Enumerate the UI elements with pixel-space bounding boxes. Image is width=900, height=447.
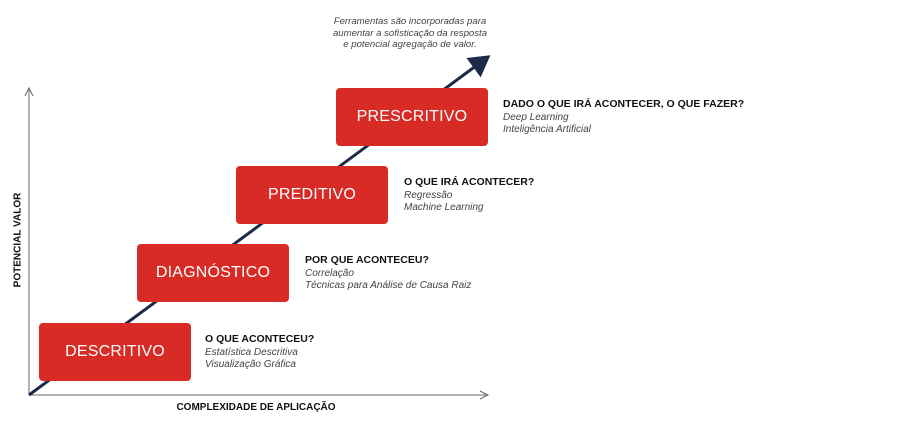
stage-question: O QUE IRÁ ACONTECER? bbox=[404, 176, 535, 188]
stage-question: O QUE ACONTECEU? bbox=[205, 333, 315, 345]
stage-desc-prescritivo: DADO O QUE IRÁ ACONTECER, O QUE FAZER? D… bbox=[503, 98, 744, 137]
stage-desc-diagnostico: POR QUE ACONTECEU? Correlação Técnicas p… bbox=[305, 254, 471, 293]
stage-tool: Deep Learning bbox=[503, 111, 569, 123]
stage-desc-preditivo: O QUE IRÁ ACONTECER? Regressão Machine L… bbox=[404, 176, 534, 215]
stage-box-prescritivo: PRESCRITIVO bbox=[336, 88, 488, 146]
y-axis-arrowhead bbox=[24, 86, 34, 97]
stage-box-preditivo: PREDITIVO bbox=[236, 166, 388, 224]
stage-tool: Correlação bbox=[305, 267, 354, 279]
stage-tool: Técnicas para Análise de Causa Raiz bbox=[305, 280, 472, 291]
stage-box-descritivo: DESCRITIVO bbox=[39, 323, 191, 381]
stage-tool: Machine Learning bbox=[404, 202, 484, 213]
stage-question: DADO O QUE IRÁ ACONTECER, O QUE FAZER? bbox=[503, 98, 745, 110]
stage-tool: Visualização Gráfica bbox=[205, 359, 296, 370]
x-axis-label: COMPLEXIDADE DE APLICAÇÃO bbox=[176, 402, 336, 413]
stage-box-diagnostico: DIAGNÓSTICO bbox=[137, 244, 289, 302]
stage-tool: Estatística Descritiva bbox=[205, 346, 298, 358]
arrow-note: Ferramentas são incorporadas para aument… bbox=[332, 16, 488, 51]
stage-desc-descritivo: O QUE ACONTECEU? Estatística Descritiva … bbox=[205, 333, 314, 372]
y-axis-label: POTENCIAL VALOR bbox=[12, 192, 24, 288]
x-axis-arrowhead bbox=[479, 390, 490, 400]
stage-tool: Inteligência Artificial bbox=[503, 124, 592, 135]
stage-tool: Regressão bbox=[404, 189, 453, 201]
stage-question: POR QUE ACONTECEU? bbox=[305, 254, 429, 266]
